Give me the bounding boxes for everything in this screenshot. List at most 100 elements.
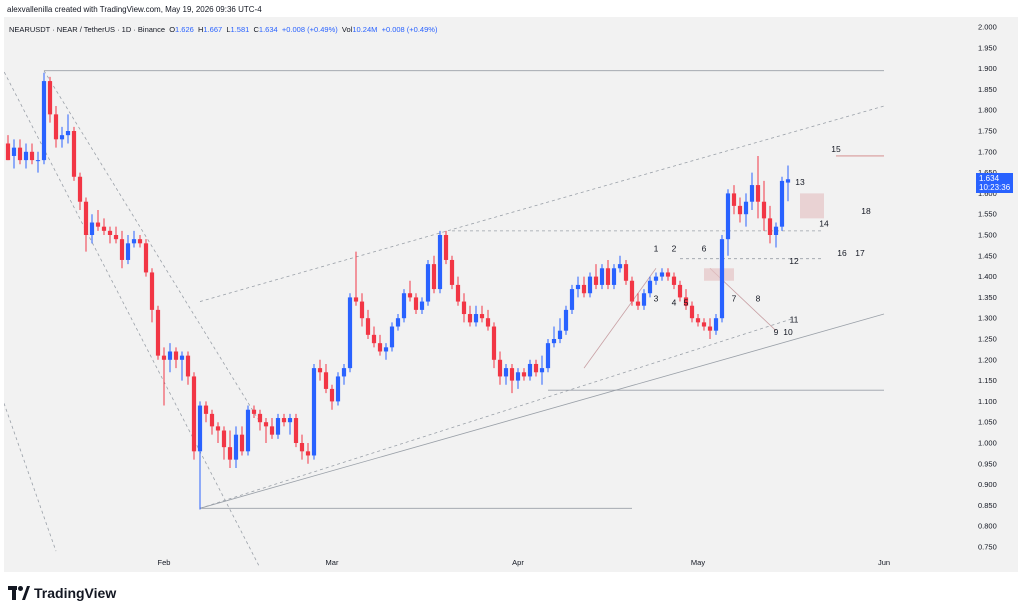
candle-body <box>479 314 485 319</box>
candle-body <box>725 193 731 240</box>
candle-body <box>587 276 593 294</box>
candle-body <box>155 309 161 356</box>
candle-body <box>731 193 737 206</box>
candle-body <box>113 235 119 240</box>
candle-body <box>665 272 671 277</box>
price-tick-label: 1.650 <box>978 168 997 177</box>
candle-body <box>269 426 275 435</box>
wave-label: 4 <box>672 298 677 308</box>
candle-body <box>641 293 647 306</box>
candle-body <box>371 334 377 344</box>
candle-body <box>449 259 455 285</box>
wave-label: 10 <box>783 327 793 337</box>
candle-body <box>341 368 347 377</box>
price-tick-label: 1.550 <box>978 210 997 219</box>
candle-body <box>719 239 725 319</box>
candle-body <box>29 151 35 161</box>
candle-body <box>563 309 569 331</box>
candle-body <box>395 318 401 327</box>
candle-body <box>491 326 497 360</box>
candle-body <box>323 372 329 389</box>
tradingview-logo[interactable]: TradingView <box>8 583 116 603</box>
candle-body <box>239 434 245 452</box>
candle-body <box>59 135 65 140</box>
candle-body <box>413 297 419 310</box>
candle-body <box>317 368 323 373</box>
upper-channel-line <box>199 105 885 302</box>
candle-body <box>701 322 707 327</box>
candle-body <box>461 301 467 315</box>
candle-body <box>569 289 575 310</box>
legend-high-label: H <box>198 25 204 34</box>
candle-body <box>689 305 695 319</box>
price-tick-label: 1.200 <box>978 355 997 364</box>
chart-legend: NEARUSDT · NEAR / TetherUS · 1D · Binanc… <box>9 25 437 34</box>
candle-body <box>293 418 299 443</box>
bar-countdown: 10:23:36 <box>979 183 1011 192</box>
candle-body <box>713 318 719 331</box>
candle-body <box>191 376 197 452</box>
price-tick-label: 0.750 <box>978 543 997 552</box>
candle-body <box>227 447 233 460</box>
fan-line <box>43 70 261 423</box>
candle-body <box>779 180 785 227</box>
candle-body <box>437 235 443 290</box>
wave-label: 3 <box>654 294 659 304</box>
candle-body <box>659 272 665 277</box>
price-tick-label: 1.600 <box>978 189 997 198</box>
candle-body <box>257 413 263 423</box>
candle-body <box>215 426 221 431</box>
price-tick-label: 1.150 <box>978 376 997 385</box>
candle-body <box>101 226 107 231</box>
candle-body <box>161 355 167 360</box>
price-tick-label: 1.850 <box>978 85 997 94</box>
price-axis: 2.000 1.950 1.900 1.850 1.800 1.750 1.700 1.650… <box>978 23 997 552</box>
candle-body <box>599 268 605 285</box>
chart-panel[interactable] <box>4 17 1018 572</box>
last-price-value: 1.634 <box>979 174 1000 183</box>
candle-body <box>185 355 191 377</box>
wave-label: 15 <box>831 144 841 154</box>
price-tick-label: 1.700 <box>978 147 997 156</box>
time-tick-label: Mar <box>326 558 339 567</box>
wave-label: 17 <box>855 248 865 258</box>
candle-body <box>209 413 215 427</box>
candle-body <box>71 131 77 177</box>
wave-label: 14 <box>819 219 829 229</box>
legend-vol-change: +0.008 (+0.49%) <box>381 25 438 34</box>
candle-body <box>149 272 155 310</box>
candle-body <box>119 239 125 260</box>
wave-label: 2 <box>672 244 677 254</box>
price-tick-label: 0.900 <box>978 480 997 489</box>
candle-body <box>683 297 689 306</box>
candle-body <box>179 355 185 360</box>
candle-body <box>107 230 113 235</box>
candle-body <box>389 326 395 348</box>
downtrend-line <box>4 70 261 568</box>
last-price-tag: 1.634 10:23:36 <box>976 173 1014 193</box>
candle-body <box>611 268 617 285</box>
price-tick-label: 0.800 <box>978 522 997 531</box>
candle-body <box>533 363 539 373</box>
legend-open: 1.626 <box>175 25 194 34</box>
candle-body <box>497 359 503 377</box>
candle-body <box>629 280 635 302</box>
tradingview-brand: TradingView <box>34 585 117 601</box>
candle-body <box>467 314 473 323</box>
legend-close-label: C <box>253 25 259 34</box>
candle-body <box>365 318 371 335</box>
candle-body <box>131 239 137 244</box>
candle-body <box>767 218 773 235</box>
candle-body <box>617 264 623 269</box>
candle-body <box>635 301 641 306</box>
legend-vol: 10.24M <box>352 25 378 34</box>
candle-body <box>743 201 749 215</box>
candle-body <box>137 239 143 244</box>
candle-body <box>47 81 53 115</box>
legend-symbol: NEARUSDT · NEAR / TetherUS · 1D · Binanc… <box>9 25 166 34</box>
time-tick-label: Feb <box>158 558 171 567</box>
candle-body <box>749 185 755 202</box>
candle-body <box>203 405 209 414</box>
candle-body <box>509 368 515 381</box>
